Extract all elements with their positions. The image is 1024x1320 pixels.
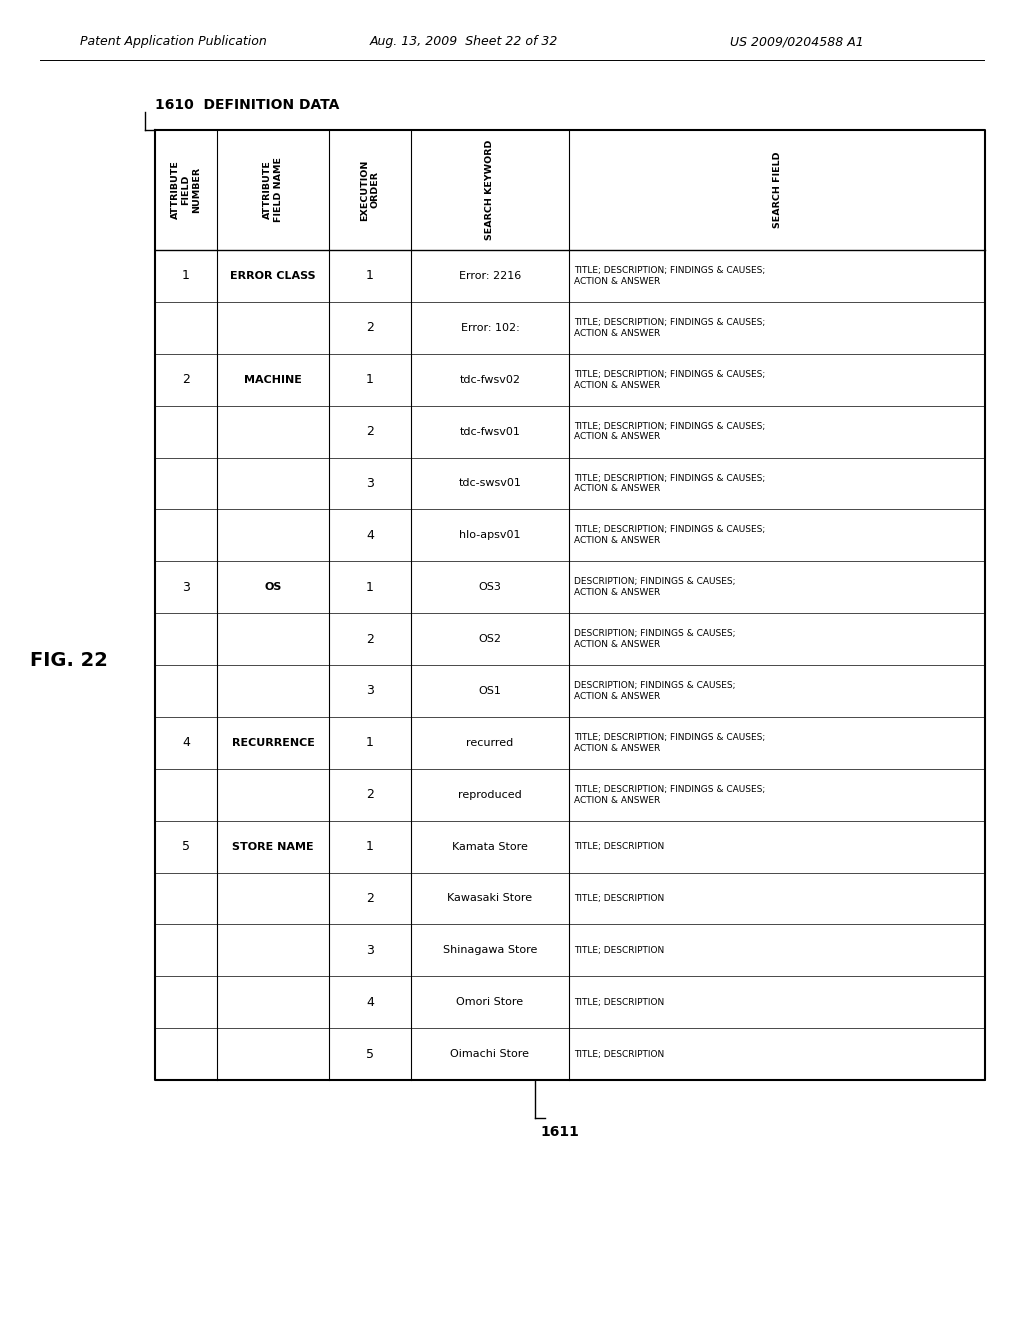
Text: OS2: OS2 [478, 634, 502, 644]
Text: 3: 3 [366, 477, 374, 490]
Text: 4: 4 [366, 995, 374, 1008]
Text: Patent Application Publication: Patent Application Publication [80, 36, 266, 49]
Text: 2: 2 [366, 892, 374, 906]
Text: TITLE; DESCRIPTION: TITLE; DESCRIPTION [574, 894, 665, 903]
Text: hlo-apsv01: hlo-apsv01 [459, 531, 521, 540]
Text: ERROR CLASS: ERROR CLASS [230, 271, 315, 281]
Text: 1: 1 [182, 269, 189, 282]
Text: 2: 2 [366, 425, 374, 438]
Text: ATTRIBUTE
FIELD NAME: ATTRIBUTE FIELD NAME [263, 157, 283, 223]
Text: 1: 1 [366, 374, 374, 387]
Text: Shinagawa Store: Shinagawa Store [442, 945, 538, 956]
Text: 2: 2 [366, 788, 374, 801]
Text: 4: 4 [182, 737, 189, 750]
Text: tdc-fwsv01: tdc-fwsv01 [460, 426, 520, 437]
Text: Kamata Store: Kamata Store [452, 842, 528, 851]
Text: 1: 1 [366, 840, 374, 853]
Text: 1611: 1611 [540, 1125, 579, 1139]
Text: 1610  DEFINITION DATA: 1610 DEFINITION DATA [155, 98, 339, 112]
Text: TITLE; DESCRIPTION; FINDINGS & CAUSES;
ACTION & ANSWER: TITLE; DESCRIPTION; FINDINGS & CAUSES; A… [574, 525, 765, 545]
Text: SEARCH KEYWORD: SEARCH KEYWORD [485, 140, 495, 240]
Text: 2: 2 [182, 374, 189, 387]
Text: Error: 2216: Error: 2216 [459, 271, 521, 281]
Text: TITLE; DESCRIPTION: TITLE; DESCRIPTION [574, 842, 665, 851]
Text: OS: OS [264, 582, 282, 593]
Text: Aug. 13, 2009  Sheet 22 of 32: Aug. 13, 2009 Sheet 22 of 32 [370, 36, 558, 49]
Text: TITLE; DESCRIPTION; FINDINGS & CAUSES;
ACTION & ANSWER: TITLE; DESCRIPTION; FINDINGS & CAUSES; A… [574, 733, 765, 752]
Text: DESCRIPTION; FINDINGS & CAUSES;
ACTION & ANSWER: DESCRIPTION; FINDINGS & CAUSES; ACTION &… [574, 577, 735, 597]
Text: tdc-swsv01: tdc-swsv01 [459, 478, 521, 488]
Text: 3: 3 [182, 581, 189, 594]
Text: TITLE; DESCRIPTION; FINDINGS & CAUSES;
ACTION & ANSWER: TITLE; DESCRIPTION; FINDINGS & CAUSES; A… [574, 267, 765, 286]
Text: DESCRIPTION; FINDINGS & CAUSES;
ACTION & ANSWER: DESCRIPTION; FINDINGS & CAUSES; ACTION &… [574, 681, 735, 701]
Text: 2: 2 [366, 321, 374, 334]
Text: STORE NAME: STORE NAME [232, 842, 313, 851]
Text: reproduced: reproduced [458, 789, 522, 800]
Text: TITLE; DESCRIPTION; FINDINGS & CAUSES;
ACTION & ANSWER: TITLE; DESCRIPTION; FINDINGS & CAUSES; A… [574, 785, 765, 805]
Text: TITLE; DESCRIPTION: TITLE; DESCRIPTION [574, 1049, 665, 1059]
Text: tdc-fwsv02: tdc-fwsv02 [460, 375, 520, 384]
Text: Error: 102:: Error: 102: [461, 323, 519, 333]
Text: 5: 5 [366, 1048, 374, 1060]
Text: MACHINE: MACHINE [244, 375, 302, 384]
Text: OS3: OS3 [478, 582, 502, 593]
Text: 2: 2 [366, 632, 374, 645]
Text: recurred: recurred [466, 738, 514, 748]
Text: EXECUTION
ORDER: EXECUTION ORDER [360, 160, 380, 220]
Text: TITLE; DESCRIPTION; FINDINGS & CAUSES;
ACTION & ANSWER: TITLE; DESCRIPTION; FINDINGS & CAUSES; A… [574, 474, 765, 494]
Text: 5: 5 [182, 840, 190, 853]
Text: FIG. 22: FIG. 22 [30, 651, 108, 669]
Text: TITLE; DESCRIPTION; FINDINGS & CAUSES;
ACTION & ANSWER: TITLE; DESCRIPTION; FINDINGS & CAUSES; A… [574, 318, 765, 338]
Text: Kawasaki Store: Kawasaki Store [447, 894, 532, 903]
Text: Oimachi Store: Oimachi Store [451, 1049, 529, 1059]
Text: US 2009/0204588 A1: US 2009/0204588 A1 [730, 36, 864, 49]
Text: DESCRIPTION; FINDINGS & CAUSES;
ACTION & ANSWER: DESCRIPTION; FINDINGS & CAUSES; ACTION &… [574, 630, 735, 649]
Text: 1: 1 [366, 581, 374, 594]
Text: TITLE; DESCRIPTION: TITLE; DESCRIPTION [574, 946, 665, 954]
Text: Omori Store: Omori Store [457, 997, 523, 1007]
Text: TITLE; DESCRIPTION: TITLE; DESCRIPTION [574, 998, 665, 1007]
Text: TITLE; DESCRIPTION; FINDINGS & CAUSES;
ACTION & ANSWER: TITLE; DESCRIPTION; FINDINGS & CAUSES; A… [574, 370, 765, 389]
Text: 1: 1 [366, 737, 374, 750]
Text: RECURRENCE: RECURRENCE [231, 738, 314, 748]
Text: 4: 4 [366, 529, 374, 541]
Text: ATTRIBUTE
FIELD
NUMBER: ATTRIBUTE FIELD NUMBER [171, 161, 201, 219]
Text: TITLE; DESCRIPTION; FINDINGS & CAUSES;
ACTION & ANSWER: TITLE; DESCRIPTION; FINDINGS & CAUSES; A… [574, 421, 765, 441]
Text: SEARCH FIELD: SEARCH FIELD [772, 152, 781, 228]
Text: OS1: OS1 [478, 686, 502, 696]
Text: 3: 3 [366, 685, 374, 697]
Text: 1: 1 [366, 269, 374, 282]
Text: 3: 3 [366, 944, 374, 957]
